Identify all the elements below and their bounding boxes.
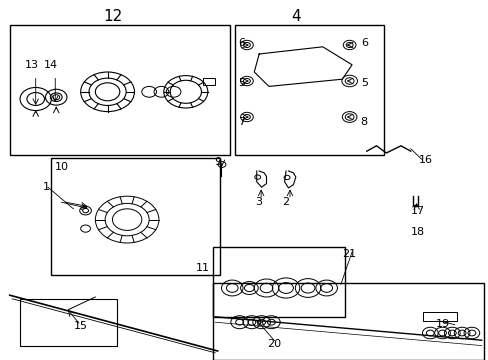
Bar [20, 299, 117, 346]
Bar [212, 283, 483, 360]
Text: 6: 6 [238, 38, 245, 48]
Text: 8: 8 [360, 117, 367, 127]
Text: 21: 21 [342, 249, 356, 259]
Text: 16: 16 [418, 155, 431, 165]
Text: 6: 6 [360, 38, 367, 48]
Text: 3: 3 [255, 197, 262, 207]
Text: 15: 15 [74, 321, 87, 331]
Bar [51, 158, 220, 275]
Text: 10: 10 [55, 162, 68, 172]
Bar [10, 25, 229, 155]
Text: 9: 9 [214, 157, 221, 167]
Text: 1: 1 [43, 182, 50, 192]
Text: 7: 7 [238, 117, 245, 127]
Text: 11: 11 [196, 263, 209, 273]
Bar [212, 247, 344, 317]
Text: 4: 4 [290, 9, 300, 24]
Text: 17: 17 [410, 206, 424, 216]
Text: 12: 12 [102, 9, 122, 24]
Text: 5: 5 [238, 78, 245, 88]
Bar [203, 78, 215, 85]
Text: 18: 18 [410, 227, 424, 237]
Bar [234, 25, 383, 155]
Text: 13: 13 [25, 60, 39, 70]
Text: 2: 2 [282, 197, 289, 207]
Text: 14: 14 [44, 60, 58, 70]
Text: 19: 19 [435, 319, 448, 329]
Text: 5: 5 [360, 78, 367, 88]
Text: 20: 20 [266, 339, 280, 349]
